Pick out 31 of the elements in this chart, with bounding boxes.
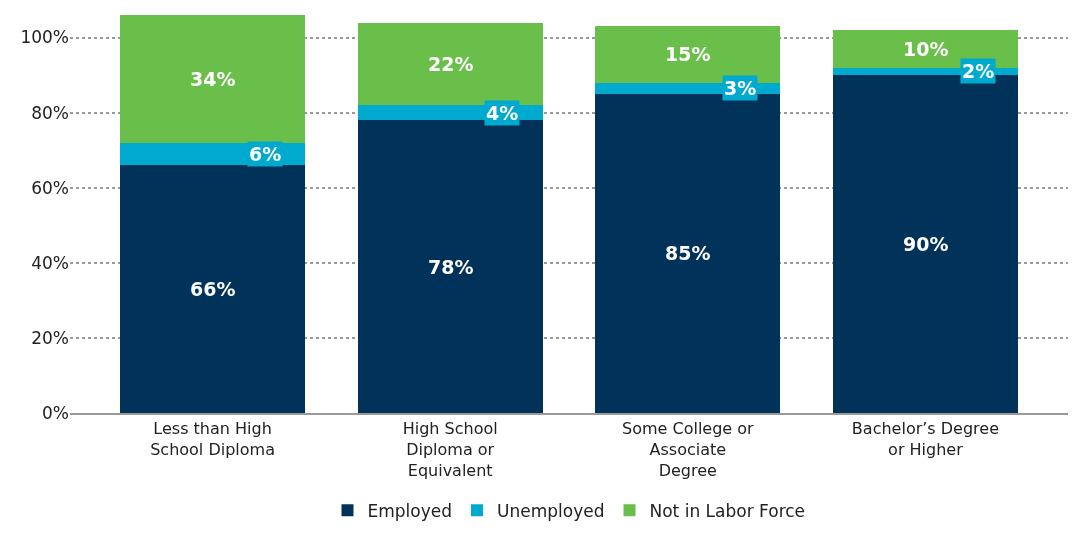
data-label: 10% (903, 38, 949, 60)
x-tick-label: Some College or Associate Degree (622, 418, 755, 480)
legend-label: Not in Labor Force (649, 500, 806, 521)
data-label: 2% (962, 60, 995, 82)
bar (119, 165, 306, 413)
y-tick-label: 0% (42, 402, 69, 423)
bar (595, 26, 781, 83)
data-label: 90% (903, 233, 949, 255)
data-label: 22% (428, 53, 474, 75)
data-label: 6% (249, 143, 282, 165)
x-tick-label: High School Diploma or Equivalent (402, 418, 498, 480)
data-label: 3% (724, 77, 757, 99)
y-tick-label: 100% (20, 27, 69, 48)
data-label: 78% (428, 256, 474, 278)
data-label: 66% (190, 278, 236, 300)
bar (357, 120, 543, 413)
y-tick-label: 20% (31, 327, 69, 348)
legend-label: Employed (367, 500, 453, 521)
x-tick-label: Bachelor’s Degree or Higher (851, 418, 999, 459)
data-label: 15% (665, 43, 711, 65)
y-tick-label: 40% (31, 252, 69, 273)
data-label: 34% (190, 68, 236, 90)
bar (119, 15, 306, 143)
y-tick-label: 60% (31, 177, 69, 198)
data-label: 4% (486, 102, 519, 124)
data-label: 85% (665, 242, 711, 264)
legend-label: Unemployed (497, 500, 605, 521)
x-tick-label: Less than High School Diploma (150, 418, 275, 459)
bar (357, 22, 543, 106)
bar (595, 93, 781, 413)
y-tick-label: 80% (31, 102, 69, 123)
